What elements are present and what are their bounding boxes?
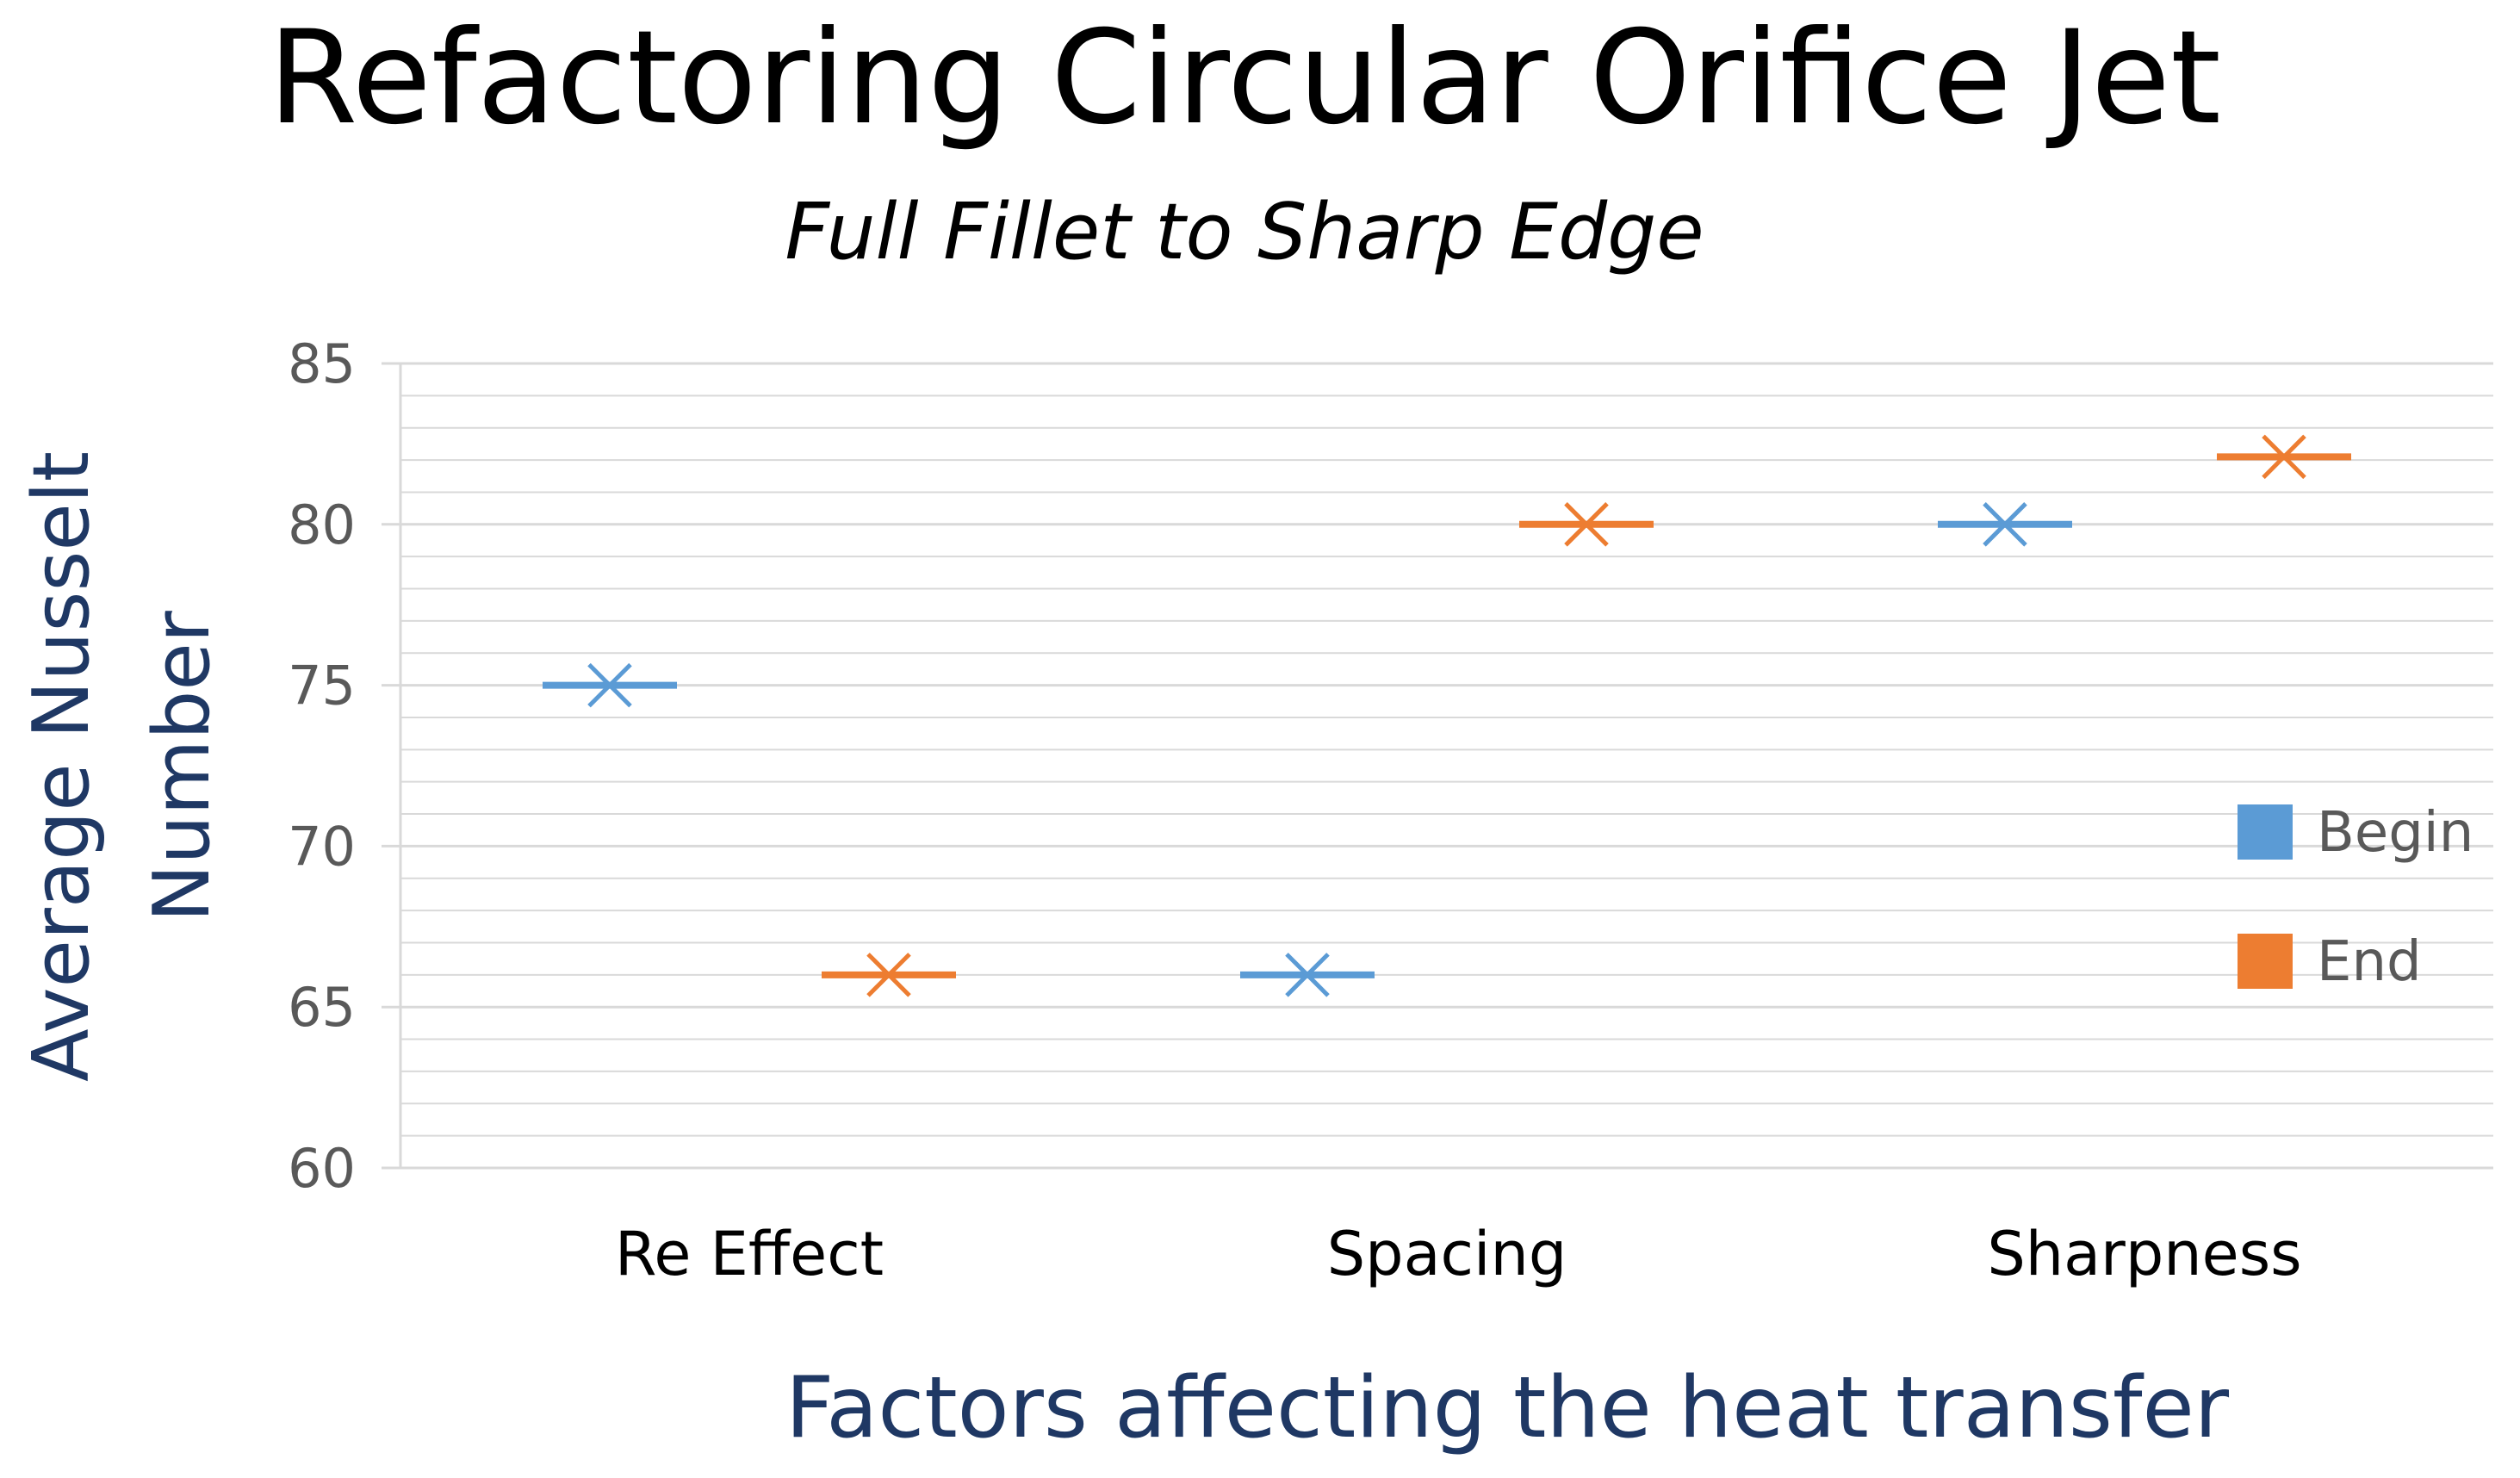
data-point-begin [1938,502,2072,547]
legend-swatch-end [2238,934,2293,989]
data-point-end [1519,502,1654,547]
legend: Begin End [2238,801,2473,994]
y-tick-labels: 60 65 70 75 80 85 [288,332,356,1200]
y-axis-title-line-1: Average Nusselt [16,451,107,1082]
x-category-labels: Re Effect Spacing Sharpness [615,1219,2302,1289]
y-tick-label: 60 [288,1137,356,1200]
x-category-label: Sharpness [1987,1219,2301,1289]
chart-title: Refactoring Circular Orifice Jet [268,3,2221,153]
data-point-x-stroke [1983,502,2027,547]
x-category-label: Re Effect [615,1219,884,1289]
y-tick-label: 80 [288,494,356,556]
data-point-begin [543,662,677,708]
gridlines [382,362,2493,1170]
data-point-end [822,953,956,997]
x-category-label: Spacing [1327,1219,1567,1289]
legend-label-begin: Begin [2317,801,2473,865]
legend-swatch-begin [2238,804,2293,860]
data-point-x-stroke [1285,953,1330,997]
y-tick-label: 70 [288,815,356,878]
chart-subtitle: Full Fillet to Sharp Edge [785,187,1704,277]
y-tick-label: 65 [288,976,356,1039]
data-point-x-stroke [866,953,911,997]
data-point-end [2217,434,2351,480]
y-tick-label: 75 [288,655,356,717]
legend-label-end: End [2317,930,2422,994]
data-point-begin [1240,953,1375,997]
y-axis-title-line-2: Number [137,611,227,922]
data-point-x-stroke [2262,434,2306,480]
data-markers [543,434,2351,997]
data-point-x-stroke [587,662,632,708]
data-point-x-stroke [1564,502,1609,547]
y-tick-label: 85 [288,332,356,395]
x-axis-title: Factors affecting the heat transfer [785,1359,2230,1457]
